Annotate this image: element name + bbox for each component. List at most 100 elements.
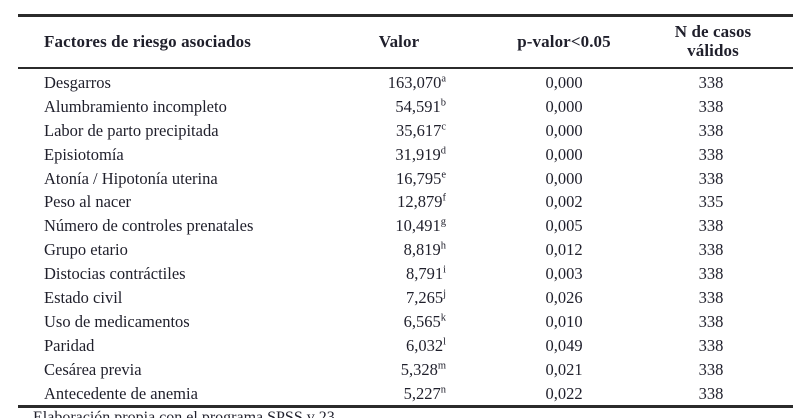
valor-cell: 31,919d bbox=[328, 145, 470, 165]
results-table: Factores de riesgo asociados Valor p-val… bbox=[18, 14, 793, 409]
table-row: Distocias contráctiles 8,791i 0,003 338 bbox=[18, 262, 793, 286]
table-row: Alumbramiento incompleto 54,591b 0,000 3… bbox=[18, 95, 793, 119]
valor-number: 163,070 bbox=[387, 72, 442, 92]
factor-cell: Cesárea previa bbox=[44, 359, 142, 379]
factor-cell: Alumbramiento incompleto bbox=[44, 96, 227, 116]
p-value-cell: 0,000 bbox=[545, 72, 583, 92]
table-header-rule bbox=[18, 67, 793, 69]
table-row: Grupo etario 8,819h 0,012 338 bbox=[18, 238, 793, 262]
valor-cell: 35,617c bbox=[328, 121, 470, 141]
valor-cell: 6,032l bbox=[328, 336, 470, 356]
p-value-cell: 0,021 bbox=[545, 359, 583, 379]
valor-cell: 5,328m bbox=[328, 360, 470, 380]
column-header-n-valid-label: N de casos válidos bbox=[674, 22, 752, 60]
factor-cell: Uso de medicamentos bbox=[44, 311, 190, 331]
n-valid-cell: 338 bbox=[698, 72, 724, 92]
valor-cell: 6,565k bbox=[328, 312, 470, 332]
valor-superscript: b bbox=[440, 97, 446, 109]
p-value-cell: 0,002 bbox=[545, 192, 583, 212]
valor-superscript: i bbox=[443, 264, 446, 276]
n-valid-cell: 338 bbox=[698, 144, 724, 164]
valor-number: 16,795 bbox=[395, 168, 442, 188]
valor-number: 6,565 bbox=[403, 311, 441, 331]
table-row: Peso al nacer 12,879f 0,002 335 bbox=[18, 190, 793, 214]
factor-cell: Estado civil bbox=[44, 287, 123, 307]
n-valid-cell: 338 bbox=[698, 96, 724, 116]
table-row: Número de controles prenatales 10,491g 0… bbox=[18, 214, 793, 238]
valor-cell: 16,795e bbox=[328, 169, 470, 189]
valor-superscript: h bbox=[440, 240, 446, 252]
n-valid-cell: 338 bbox=[698, 264, 724, 284]
factor-cell: Número de controles prenatales bbox=[44, 216, 254, 236]
p-value-cell: 0,005 bbox=[545, 216, 583, 236]
table-row: Desgarros 163,070a 0,000 338 bbox=[18, 71, 793, 95]
column-header-pvalue: p-valor<0.05 bbox=[517, 31, 611, 51]
table-bottom-rule bbox=[18, 405, 793, 409]
n-valid-cell: 338 bbox=[698, 383, 724, 403]
table-header-row: Factores de riesgo asociados Valor p-val… bbox=[18, 17, 793, 67]
factor-cell: Desgarros bbox=[44, 72, 111, 92]
table-row: Episiotomía 31,919d 0,000 338 bbox=[18, 143, 793, 167]
valor-number: 5,227 bbox=[403, 383, 441, 403]
valor-number: 5,328 bbox=[400, 359, 438, 379]
p-value-cell: 0,026 bbox=[545, 287, 583, 307]
valor-number: 10,491 bbox=[395, 216, 441, 236]
valor-superscript: j bbox=[443, 288, 446, 300]
valor-cell: 10,491g bbox=[328, 216, 470, 236]
valor-number: 35,617 bbox=[395, 120, 442, 140]
factor-cell: Peso al nacer bbox=[44, 192, 132, 212]
valor-cell: 163,070a bbox=[328, 73, 470, 93]
n-valid-cell: 338 bbox=[698, 120, 724, 140]
factor-cell: Labor de parto precipitada bbox=[44, 120, 219, 140]
column-header-n-valid: N de casos válidos bbox=[658, 22, 793, 60]
table-row: Uso de medicamentos 6,565k 0,010 338 bbox=[18, 310, 793, 334]
valor-superscript: c bbox=[441, 121, 446, 133]
valor-superscript: m bbox=[437, 360, 446, 372]
valor-cell: 7,265j bbox=[328, 288, 470, 308]
column-header-factors: Factores de riesgo asociados bbox=[44, 31, 251, 51]
column-header-valor: Valor bbox=[378, 31, 420, 51]
valor-number: 8,819 bbox=[403, 240, 441, 260]
factor-cell: Grupo etario bbox=[44, 240, 128, 260]
p-value-cell: 0,000 bbox=[545, 168, 583, 188]
p-value-cell: 0,000 bbox=[545, 96, 583, 116]
table-row: Estado civil 7,265j 0,026 338 bbox=[18, 286, 793, 310]
n-valid-cell: 338 bbox=[698, 311, 724, 331]
valor-superscript: a bbox=[441, 73, 446, 85]
table-row: Antecedente de anemia 5,227n 0,022 338 bbox=[18, 382, 793, 406]
valor-number: 8,791 bbox=[405, 264, 444, 284]
valor-cell: 8,791i bbox=[328, 264, 470, 284]
n-valid-cell: 338 bbox=[698, 287, 724, 307]
p-value-cell: 0,010 bbox=[545, 311, 583, 331]
valor-superscript: d bbox=[440, 145, 446, 157]
table-body: Desgarros 163,070a 0,000 338 Alumbramien… bbox=[18, 69, 793, 405]
p-value-cell: 0,022 bbox=[545, 383, 583, 403]
valor-cell: 5,227n bbox=[328, 384, 470, 404]
valor-superscript: k bbox=[440, 312, 446, 324]
n-valid-cell: 338 bbox=[698, 216, 724, 236]
valor-number: 31,919 bbox=[395, 144, 441, 164]
valor-number: 6,032 bbox=[405, 335, 444, 355]
p-value-cell: 0,012 bbox=[545, 240, 583, 260]
valor-superscript: l bbox=[443, 336, 446, 348]
source-note: Elaboración propia con el programa SPSS … bbox=[33, 409, 335, 418]
p-value-cell: 0,003 bbox=[545, 264, 583, 284]
valor-cell: 54,591b bbox=[328, 97, 470, 117]
factor-cell: Paridad bbox=[44, 335, 95, 355]
valor-superscript: f bbox=[442, 192, 447, 204]
valor-number: 12,879 bbox=[397, 192, 443, 212]
factor-cell: Distocias contráctiles bbox=[44, 264, 186, 284]
valor-superscript: n bbox=[440, 384, 446, 396]
factor-cell: Antecedente de anemia bbox=[44, 383, 198, 403]
factor-cell: Episiotomía bbox=[44, 144, 124, 164]
valor-cell: 8,819h bbox=[328, 240, 470, 260]
table-row: Paridad 6,032l 0,049 338 bbox=[18, 334, 793, 358]
n-valid-cell: 338 bbox=[698, 359, 724, 379]
valor-superscript: e bbox=[441, 169, 446, 180]
n-valid-cell: 338 bbox=[698, 335, 724, 355]
table-row: Labor de parto precipitada 35,617c 0,000… bbox=[18, 119, 793, 143]
n-valid-cell: 338 bbox=[698, 240, 724, 260]
n-valid-cell: 335 bbox=[698, 192, 724, 212]
valor-number: 7,265 bbox=[405, 287, 444, 307]
